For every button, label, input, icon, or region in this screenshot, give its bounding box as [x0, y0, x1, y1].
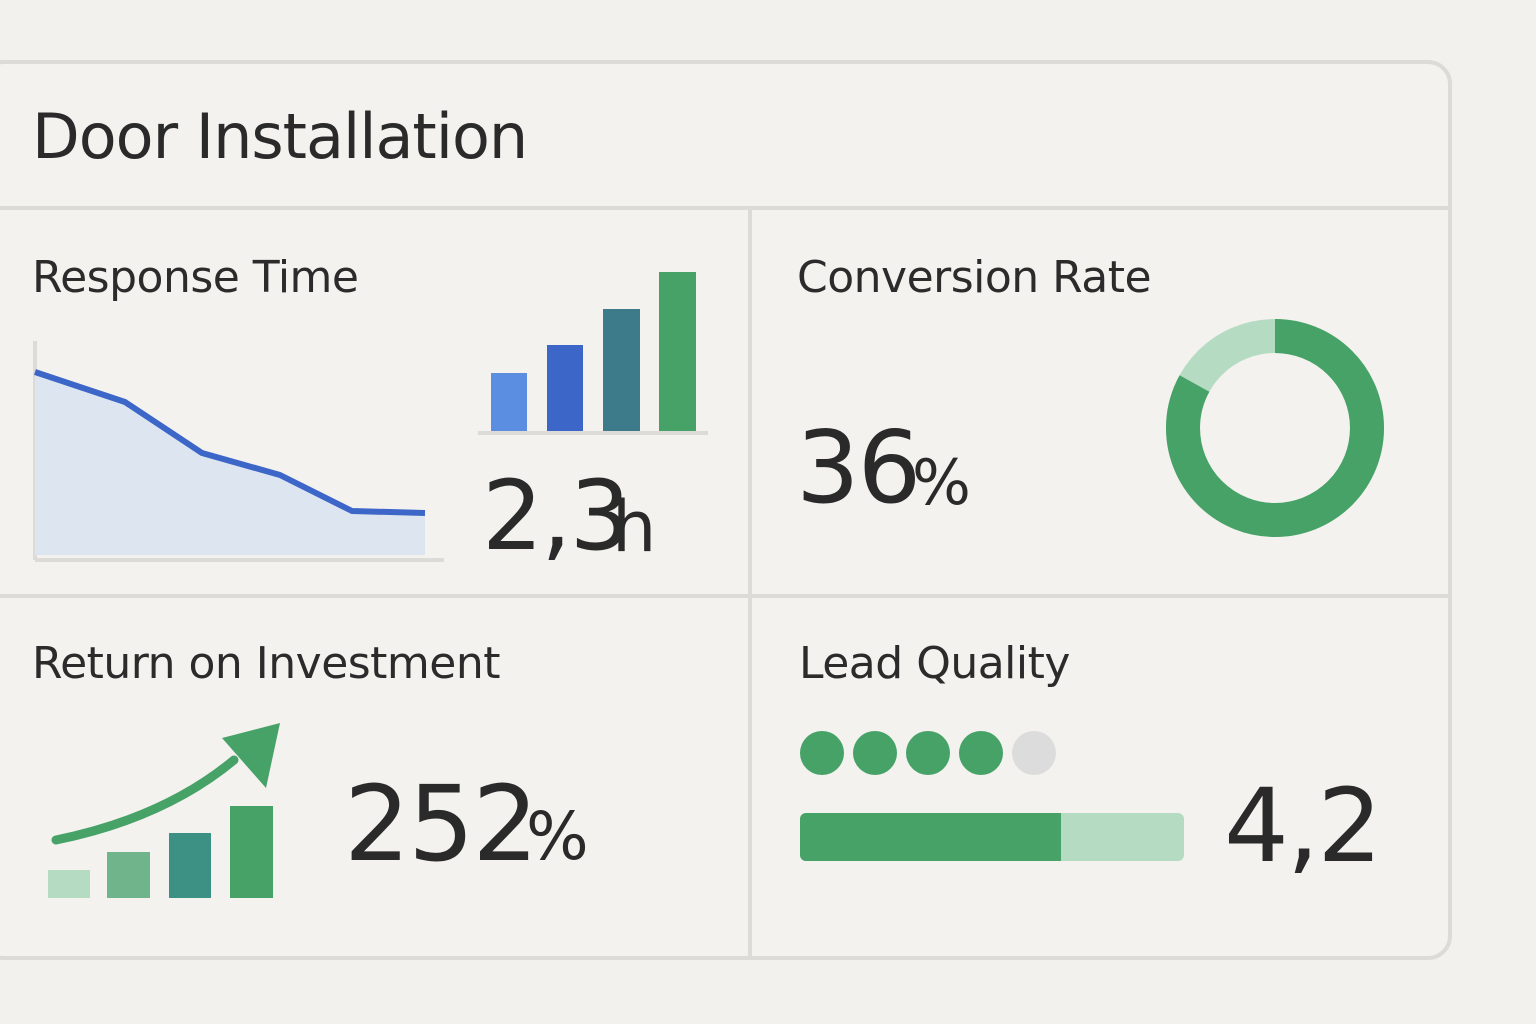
card-title-lead-quality: Lead Quality — [799, 638, 1070, 689]
lead-quality-progress — [800, 813, 1184, 861]
donut-value-arc — [1166, 319, 1384, 537]
roi-bar-3 — [169, 833, 211, 898]
header-divider — [0, 206, 1452, 210]
lead-quality-value: 4,2 — [1224, 767, 1382, 886]
rating-dot-filled — [906, 731, 950, 775]
rating-dot-filled — [853, 731, 897, 775]
roi-bar-1 — [48, 870, 90, 898]
roi-bar-4 — [230, 806, 273, 898]
roi-unit: % — [526, 798, 589, 875]
trend-line — [34, 369, 426, 516]
row-divider — [0, 594, 1452, 598]
bar-4 — [659, 272, 696, 431]
card-title-conversion-rate: Conversion Rate — [797, 252, 1152, 303]
line-area-chart-icon — [33, 341, 444, 562]
page-title: Door Installation — [32, 100, 528, 173]
roi-value: 252 — [344, 763, 539, 885]
rating-dot-empty — [1012, 731, 1056, 775]
bar-chart-icon — [478, 272, 708, 435]
rating-dot-filled — [800, 731, 844, 775]
roi-bar-2 — [107, 852, 150, 898]
rating-dot-filled — [959, 731, 1003, 775]
column-divider — [748, 210, 752, 956]
bar-3 — [603, 309, 640, 431]
lead-quality-progress-fill — [800, 813, 1062, 861]
card-title-response-time: Response Time — [32, 252, 359, 303]
response-time-value: 2,3 — [482, 460, 631, 572]
response-time-unit: h — [612, 486, 657, 568]
card-title-roi: Return on Investment — [32, 638, 501, 689]
growth-bars-arrow-icon — [48, 723, 280, 898]
conversion-rate-value: 36 — [796, 409, 921, 526]
bar-2 — [547, 345, 583, 431]
conversion-rate-unit: % — [912, 446, 971, 519]
donut-chart-icon — [1166, 319, 1384, 537]
growth-arrow-shaft — [51, 755, 239, 845]
growth-arrow-head — [222, 723, 280, 788]
bar-1 — [491, 373, 527, 431]
